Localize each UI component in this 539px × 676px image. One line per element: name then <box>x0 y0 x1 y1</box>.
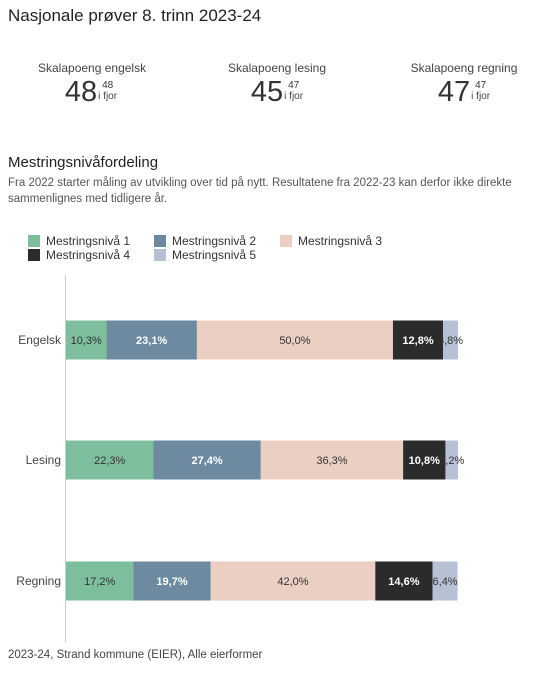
bar-data-label: 42,0% <box>277 576 308 588</box>
category-label: Lesing <box>26 453 61 467</box>
legend-swatch <box>28 249 40 261</box>
legend-swatch <box>154 249 166 261</box>
bar-segment[interactable] <box>196 320 393 360</box>
kpi-engelsk: Skalapoeng engelsk 48 48 i fjor <box>38 61 147 108</box>
bar-data-label: 23,1% <box>136 335 167 347</box>
section-subtitle: Fra 2022 starter måling av utvikling ove… <box>8 177 512 205</box>
bar-segment[interactable] <box>403 440 446 480</box>
bar-segment[interactable] <box>443 320 458 360</box>
bar-data-label: 27,4% <box>192 455 223 467</box>
kpi-prev-value: 48 <box>102 80 114 91</box>
kpi-label: Skalapoeng lesing <box>227 61 327 75</box>
bar-segment[interactable] <box>153 440 261 480</box>
legend-swatch <box>28 235 40 247</box>
legend-swatch <box>154 235 166 247</box>
kpi-value: 48 <box>64 76 98 108</box>
kpi-value: 47 <box>437 76 471 108</box>
bar-segment[interactable] <box>66 561 134 601</box>
legend-item-3[interactable]: Mestringsnivå 3 <box>280 234 382 248</box>
legend-label: Mestringsnivå 2 <box>172 234 257 248</box>
bar-segment[interactable] <box>392 320 444 360</box>
kpi-prev-value: 47 <box>475 80 487 91</box>
footer-caption: 2023-24, Strand kommune (EIER), Alle eie… <box>8 649 263 661</box>
bar-segment[interactable] <box>66 440 154 480</box>
kpi-label: Skalapoeng regning <box>410 61 518 75</box>
bar-data-label: 10,8% <box>409 455 440 467</box>
legend-label: Mestringsnivå 1 <box>46 234 131 248</box>
bar-segment[interactable] <box>106 320 197 360</box>
section-title: Mestringsnivåfordeling <box>8 154 159 171</box>
bar-data-label: 10,3% <box>71 335 102 347</box>
kpi-label: Skalapoeng engelsk <box>38 61 147 75</box>
legend-label: Mestringsnivå 5 <box>172 248 257 262</box>
bar-data-label: 36,3% <box>316 455 347 467</box>
legend-item-5[interactable]: Mestringsnivå 5 <box>154 248 256 262</box>
kpi-regning: Skalapoeng regning 47 47 i fjor <box>410 61 518 107</box>
kpi-prev-label: i fjor <box>98 91 118 102</box>
bar-data-label: 14,6% <box>388 576 419 588</box>
kpi-value: 45 <box>250 76 284 108</box>
legend-label: Mestringsnivå 4 <box>46 248 131 262</box>
bar-segment[interactable] <box>432 561 458 601</box>
bar-segment[interactable] <box>133 561 211 601</box>
legend-item-2[interactable]: Mestringsnivå 2 <box>154 234 256 248</box>
bar-segment[interactable] <box>210 561 376 601</box>
bar-segment[interactable] <box>260 440 404 480</box>
bar-segment[interactable] <box>66 320 107 360</box>
legend-item-1[interactable]: Mestringsnivå 1 <box>28 234 130 248</box>
bar-data-label: 3,2% <box>439 455 464 467</box>
kpi-lesing: Skalapoeng lesing 45 47 i fjor <box>226 61 328 107</box>
kpi-prev-value: 47 <box>288 80 300 91</box>
category-label: Regning <box>16 574 61 588</box>
bar-data-label: 12,8% <box>402 335 433 347</box>
kpi-prev-label: i fjor <box>471 91 491 102</box>
page-title: Nasjonale prøver 8. trinn 2023-24 <box>8 6 262 25</box>
category-label: Engelsk <box>18 333 62 347</box>
bar-data-label: 6,4% <box>433 576 458 588</box>
bar-segment[interactable] <box>375 561 433 601</box>
bar-data-label: 17,2% <box>84 576 115 588</box>
legend-swatch <box>280 235 292 247</box>
stacked-bar-chart: Engelsk 10,3% 23,1% 50,0% 12,8% 3,8% Lesing 22,… <box>16 275 464 642</box>
legend-item-4[interactable]: Mestringsnivå 4 <box>28 248 130 262</box>
bar-data-label: 3,8% <box>438 335 463 347</box>
bar-data-label: 22,3% <box>94 455 125 467</box>
kpi-prev-label: i fjor <box>284 91 304 102</box>
bar-segment[interactable] <box>445 440 458 480</box>
bar-data-label: 19,7% <box>156 576 187 588</box>
bar-data-label: 50,0% <box>279 335 310 347</box>
legend-label: Mestringsnivå 3 <box>298 234 383 248</box>
